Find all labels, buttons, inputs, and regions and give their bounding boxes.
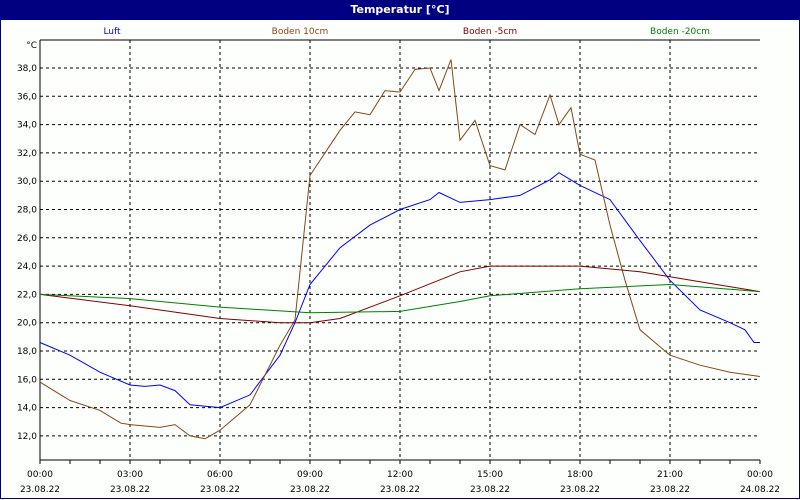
y-tick-label: 32,0	[17, 149, 37, 159]
y-tick-label: 28,0	[17, 206, 37, 216]
legend-entry: Luft	[103, 27, 121, 37]
window-title: Temperatur [°C]	[0, 0, 800, 20]
y-tick-label: 16,0	[17, 375, 37, 385]
x-tick-time: 15:00	[477, 470, 503, 480]
x-tick-date: 23.08.22	[560, 485, 600, 495]
y-tick-label: 30,0	[17, 177, 37, 187]
y-tick-label: 38,0	[17, 64, 37, 74]
y-tick-label: 34,0	[17, 121, 37, 131]
legend-entry: Boden -5cm	[463, 27, 517, 37]
x-tick-date: 24.08.22	[740, 485, 780, 495]
y-tick-label: 18,0	[17, 347, 37, 357]
x-tick-date: 23.08.22	[110, 485, 150, 495]
x-tick-time: 00:00	[747, 470, 773, 480]
y-tick-label: 24,0	[17, 262, 37, 272]
x-tick-date: 23.08.22	[20, 485, 60, 495]
y-tick-label: 12,0	[17, 432, 37, 442]
y-tick-label: 14,0	[17, 404, 37, 414]
series-line-boden-20cm	[39, 283, 761, 314]
x-tick-time: 12:00	[387, 470, 413, 480]
series-line-luft	[39, 172, 760, 409]
series-line-boden-10cm	[39, 59, 761, 440]
legend-entry: Boden -20cm	[650, 27, 710, 37]
series-line-boden-5cm	[39, 265, 761, 324]
y-tick-label: 36,0	[17, 92, 37, 102]
x-tick-date: 23.08.22	[470, 485, 510, 495]
x-tick-time: 09:00	[297, 470, 323, 480]
x-tick-date: 23.08.22	[380, 485, 420, 495]
x-tick-time: 18:00	[567, 470, 593, 480]
y-tick-label: 26,0	[17, 234, 37, 244]
x-tick-time: 21:00	[657, 470, 683, 480]
x-tick-date: 23.08.22	[290, 485, 330, 495]
legend-entry: Boden 10cm	[272, 27, 329, 37]
x-tick-time: 00:00	[27, 470, 53, 480]
y-tick-label: 22,0	[17, 290, 37, 300]
x-tick-time: 06:00	[207, 470, 233, 480]
x-tick-time: 03:00	[117, 470, 143, 480]
y-axis-unit: °C	[26, 41, 37, 51]
x-tick-date: 23.08.22	[200, 485, 240, 495]
x-tick-date: 23.08.22	[650, 485, 690, 495]
y-tick-label: 20,0	[17, 319, 37, 329]
